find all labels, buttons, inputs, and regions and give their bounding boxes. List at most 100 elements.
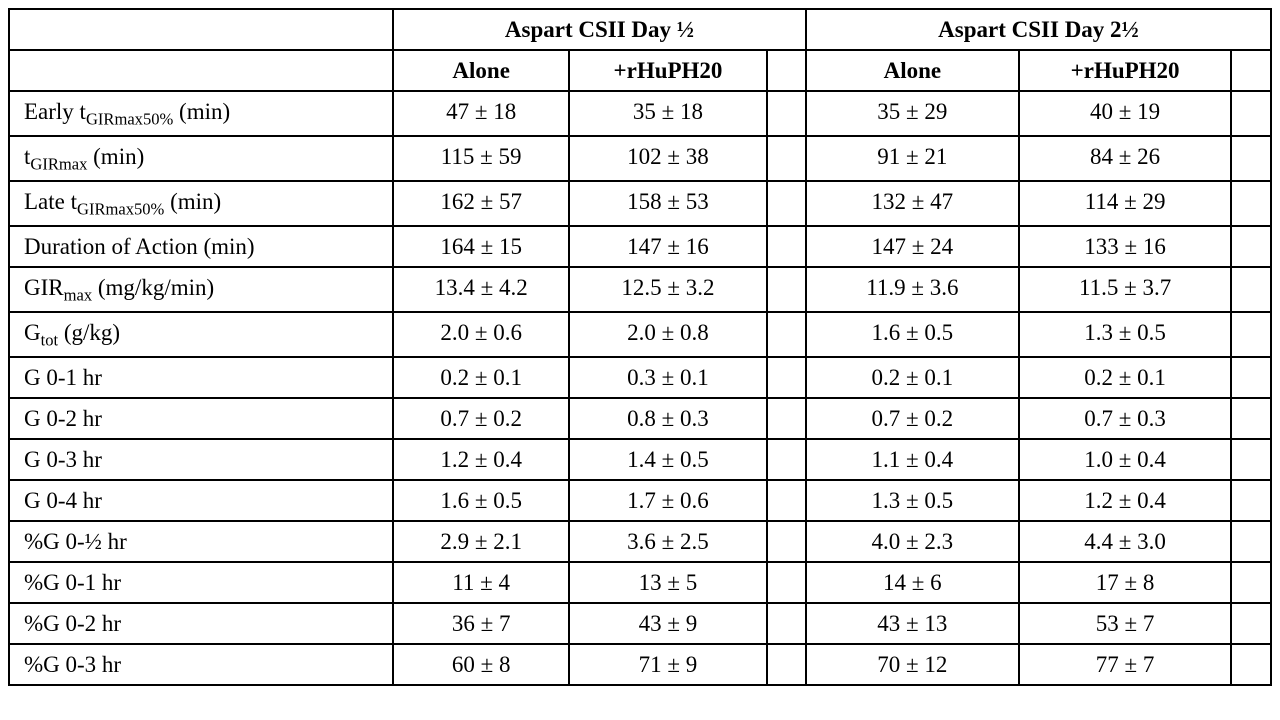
cell-d2-plus: 4.4 ± 3.0 [1019,521,1232,562]
row-label: G 0-3 hr [9,439,393,480]
cell-spacer [1231,136,1271,181]
cell-d1-alone: 13.4 ± 4.2 [393,267,569,312]
cell-d2-alone: 0.2 ± 0.1 [806,357,1019,398]
table-row: Gtot (g/kg)2.0 ± 0.62.0 ± 0.81.6 ± 0.51.… [9,312,1271,357]
cell-d1-alone: 60 ± 8 [393,644,569,685]
table-body: Early tGIRmax50% (min)47 ± 1835 ± 1835 ±… [9,91,1271,685]
table-row: Early tGIRmax50% (min)47 ± 1835 ± 1835 ±… [9,91,1271,136]
cell-spacer [1231,226,1271,267]
cell-d2-alone: 43 ± 13 [806,603,1019,644]
table-row: G 0-4 hr1.6 ± 0.51.7 ± 0.61.3 ± 0.51.2 ±… [9,480,1271,521]
sub-header-row: Alone +rHuPH20 Alone +rHuPH20 [9,50,1271,91]
cell-d2-alone: 91 ± 21 [806,136,1019,181]
cell-spacer [767,181,806,226]
group-header-day-2half: Aspart CSII Day 2½ [806,9,1271,50]
cell-d1-plus: 12.5 ± 3.2 [569,267,766,312]
cell-spacer [767,562,806,603]
cell-spacer [767,439,806,480]
cell-d1-alone: 2.9 ± 2.1 [393,521,569,562]
cell-d2-plus: 1.3 ± 0.5 [1019,312,1232,357]
table-row: G 0-1 hr0.2 ± 0.10.3 ± 0.10.2 ± 0.10.2 ±… [9,357,1271,398]
cell-d2-alone: 14 ± 6 [806,562,1019,603]
table-row: %G 0-1 hr11 ± 413 ± 514 ± 617 ± 8 [9,562,1271,603]
cell-spacer [767,267,806,312]
cell-spacer [1231,91,1271,136]
cell-d2-plus: 0.2 ± 0.1 [1019,357,1232,398]
cell-d1-plus: 43 ± 9 [569,603,766,644]
cell-d1-plus: 0.3 ± 0.1 [569,357,766,398]
cell-d2-alone: 4.0 ± 2.3 [806,521,1019,562]
table-row: %G 0-½ hr2.9 ± 2.13.6 ± 2.5 4.0 ± 2.34.4 … [9,521,1271,562]
table-row: tGIRmax (min)115 ± 59102 ± 3891 ± 2184 ±… [9,136,1271,181]
cell-d1-plus: 13 ± 5 [569,562,766,603]
table-row: Late tGIRmax50% (min)162 ± 57158 ± 53 132… [9,181,1271,226]
cell-d2-plus: 40 ± 19 [1019,91,1232,136]
row-label: Early tGIRmax50% (min) [9,91,393,136]
cell-d1-plus: 158 ± 53 [569,181,766,226]
cell-d1-alone: 0.2 ± 0.1 [393,357,569,398]
cell-spacer [767,521,806,562]
row-label: tGIRmax (min) [9,136,393,181]
cell-spacer [1231,603,1271,644]
subheader-d1-plus: +rHuPH20 [569,50,766,91]
cell-spacer [767,91,806,136]
row-label: G 0-4 hr [9,480,393,521]
cell-spacer [767,398,806,439]
cell-d2-alone: 1.3 ± 0.5 [806,480,1019,521]
cell-spacer [767,357,806,398]
cell-spacer [767,136,806,181]
cell-d1-plus: 147 ± 16 [569,226,766,267]
cell-d1-alone: 11 ± 4 [393,562,569,603]
cell-spacer [767,312,806,357]
cell-d2-alone: 132 ± 47 [806,181,1019,226]
row-label: Duration of Action (min) [9,226,393,267]
cell-spacer [767,226,806,267]
cell-d1-plus: 0.8 ± 0.3 [569,398,766,439]
cell-d2-plus: 0.7 ± 0.3 [1019,398,1232,439]
group-header-row: Aspart CSII Day ½ Aspart CSII Day 2½ [9,9,1271,50]
row-label: Gtot (g/kg) [9,312,393,357]
cell-spacer [1231,267,1271,312]
cell-spacer [1231,312,1271,357]
cell-d1-alone: 115 ± 59 [393,136,569,181]
cell-spacer [1231,439,1271,480]
row-label: %G 0-½ hr [9,521,393,562]
cell-d1-alone: 164 ± 15 [393,226,569,267]
cell-d1-plus: 1.4 ± 0.5 [569,439,766,480]
table-row: %G 0-3 hr60 ± 871 ± 9 70 ± 1277 ± 7 [9,644,1271,685]
row-label: Late tGIRmax50% (min) [9,181,393,226]
group-header-day-half: Aspart CSII Day ½ [393,9,806,50]
cell-d2-plus: 77 ± 7 [1019,644,1232,685]
row-label: G 0-1 hr [9,357,393,398]
table-row: G 0-2 hr0.7 ± 0.20.8 ± 0.30.7 ± 0.20.7 ±… [9,398,1271,439]
subheader-spacer2 [1231,50,1271,91]
table-row: Duration of Action (min)164 ± 15147 ± 16… [9,226,1271,267]
row-label: GIRmax (mg/kg/min) [9,267,393,312]
cell-d1-plus: 2.0 ± 0.8 [569,312,766,357]
cell-d1-plus: 3.6 ± 2.5 [569,521,766,562]
cell-d2-alone: 11.9 ± 3.6 [806,267,1019,312]
cell-d2-alone: 70 ± 12 [806,644,1019,685]
cell-spacer [1231,644,1271,685]
cell-d2-plus: 84 ± 26 [1019,136,1232,181]
cell-spacer [767,644,806,685]
subheader-blank [9,50,393,91]
cell-d1-plus: 71 ± 9 [569,644,766,685]
cell-spacer [1231,398,1271,439]
row-label: %G 0-3 hr [9,644,393,685]
cell-d1-alone: 2.0 ± 0.6 [393,312,569,357]
cell-d2-plus: 1.0 ± 0.4 [1019,439,1232,480]
cell-d2-alone: 0.7 ± 0.2 [806,398,1019,439]
cell-d2-alone: 147 ± 24 [806,226,1019,267]
cell-d1-alone: 162 ± 57 [393,181,569,226]
cell-d2-alone: 1.1 ± 0.4 [806,439,1019,480]
subheader-spacer1 [767,50,806,91]
table-row: G 0-3 hr1.2 ± 0.41.4 ± 0.51.1 ± 0.41.0 ±… [9,439,1271,480]
cell-d2-plus: 53 ± 7 [1019,603,1232,644]
subheader-d2-alone: Alone [806,50,1019,91]
row-label: G 0-2 hr [9,398,393,439]
cell-spacer [1231,480,1271,521]
subheader-d1-alone: Alone [393,50,569,91]
cell-d2-plus: 1.2 ± 0.4 [1019,480,1232,521]
cell-d1-alone: 36 ± 7 [393,603,569,644]
